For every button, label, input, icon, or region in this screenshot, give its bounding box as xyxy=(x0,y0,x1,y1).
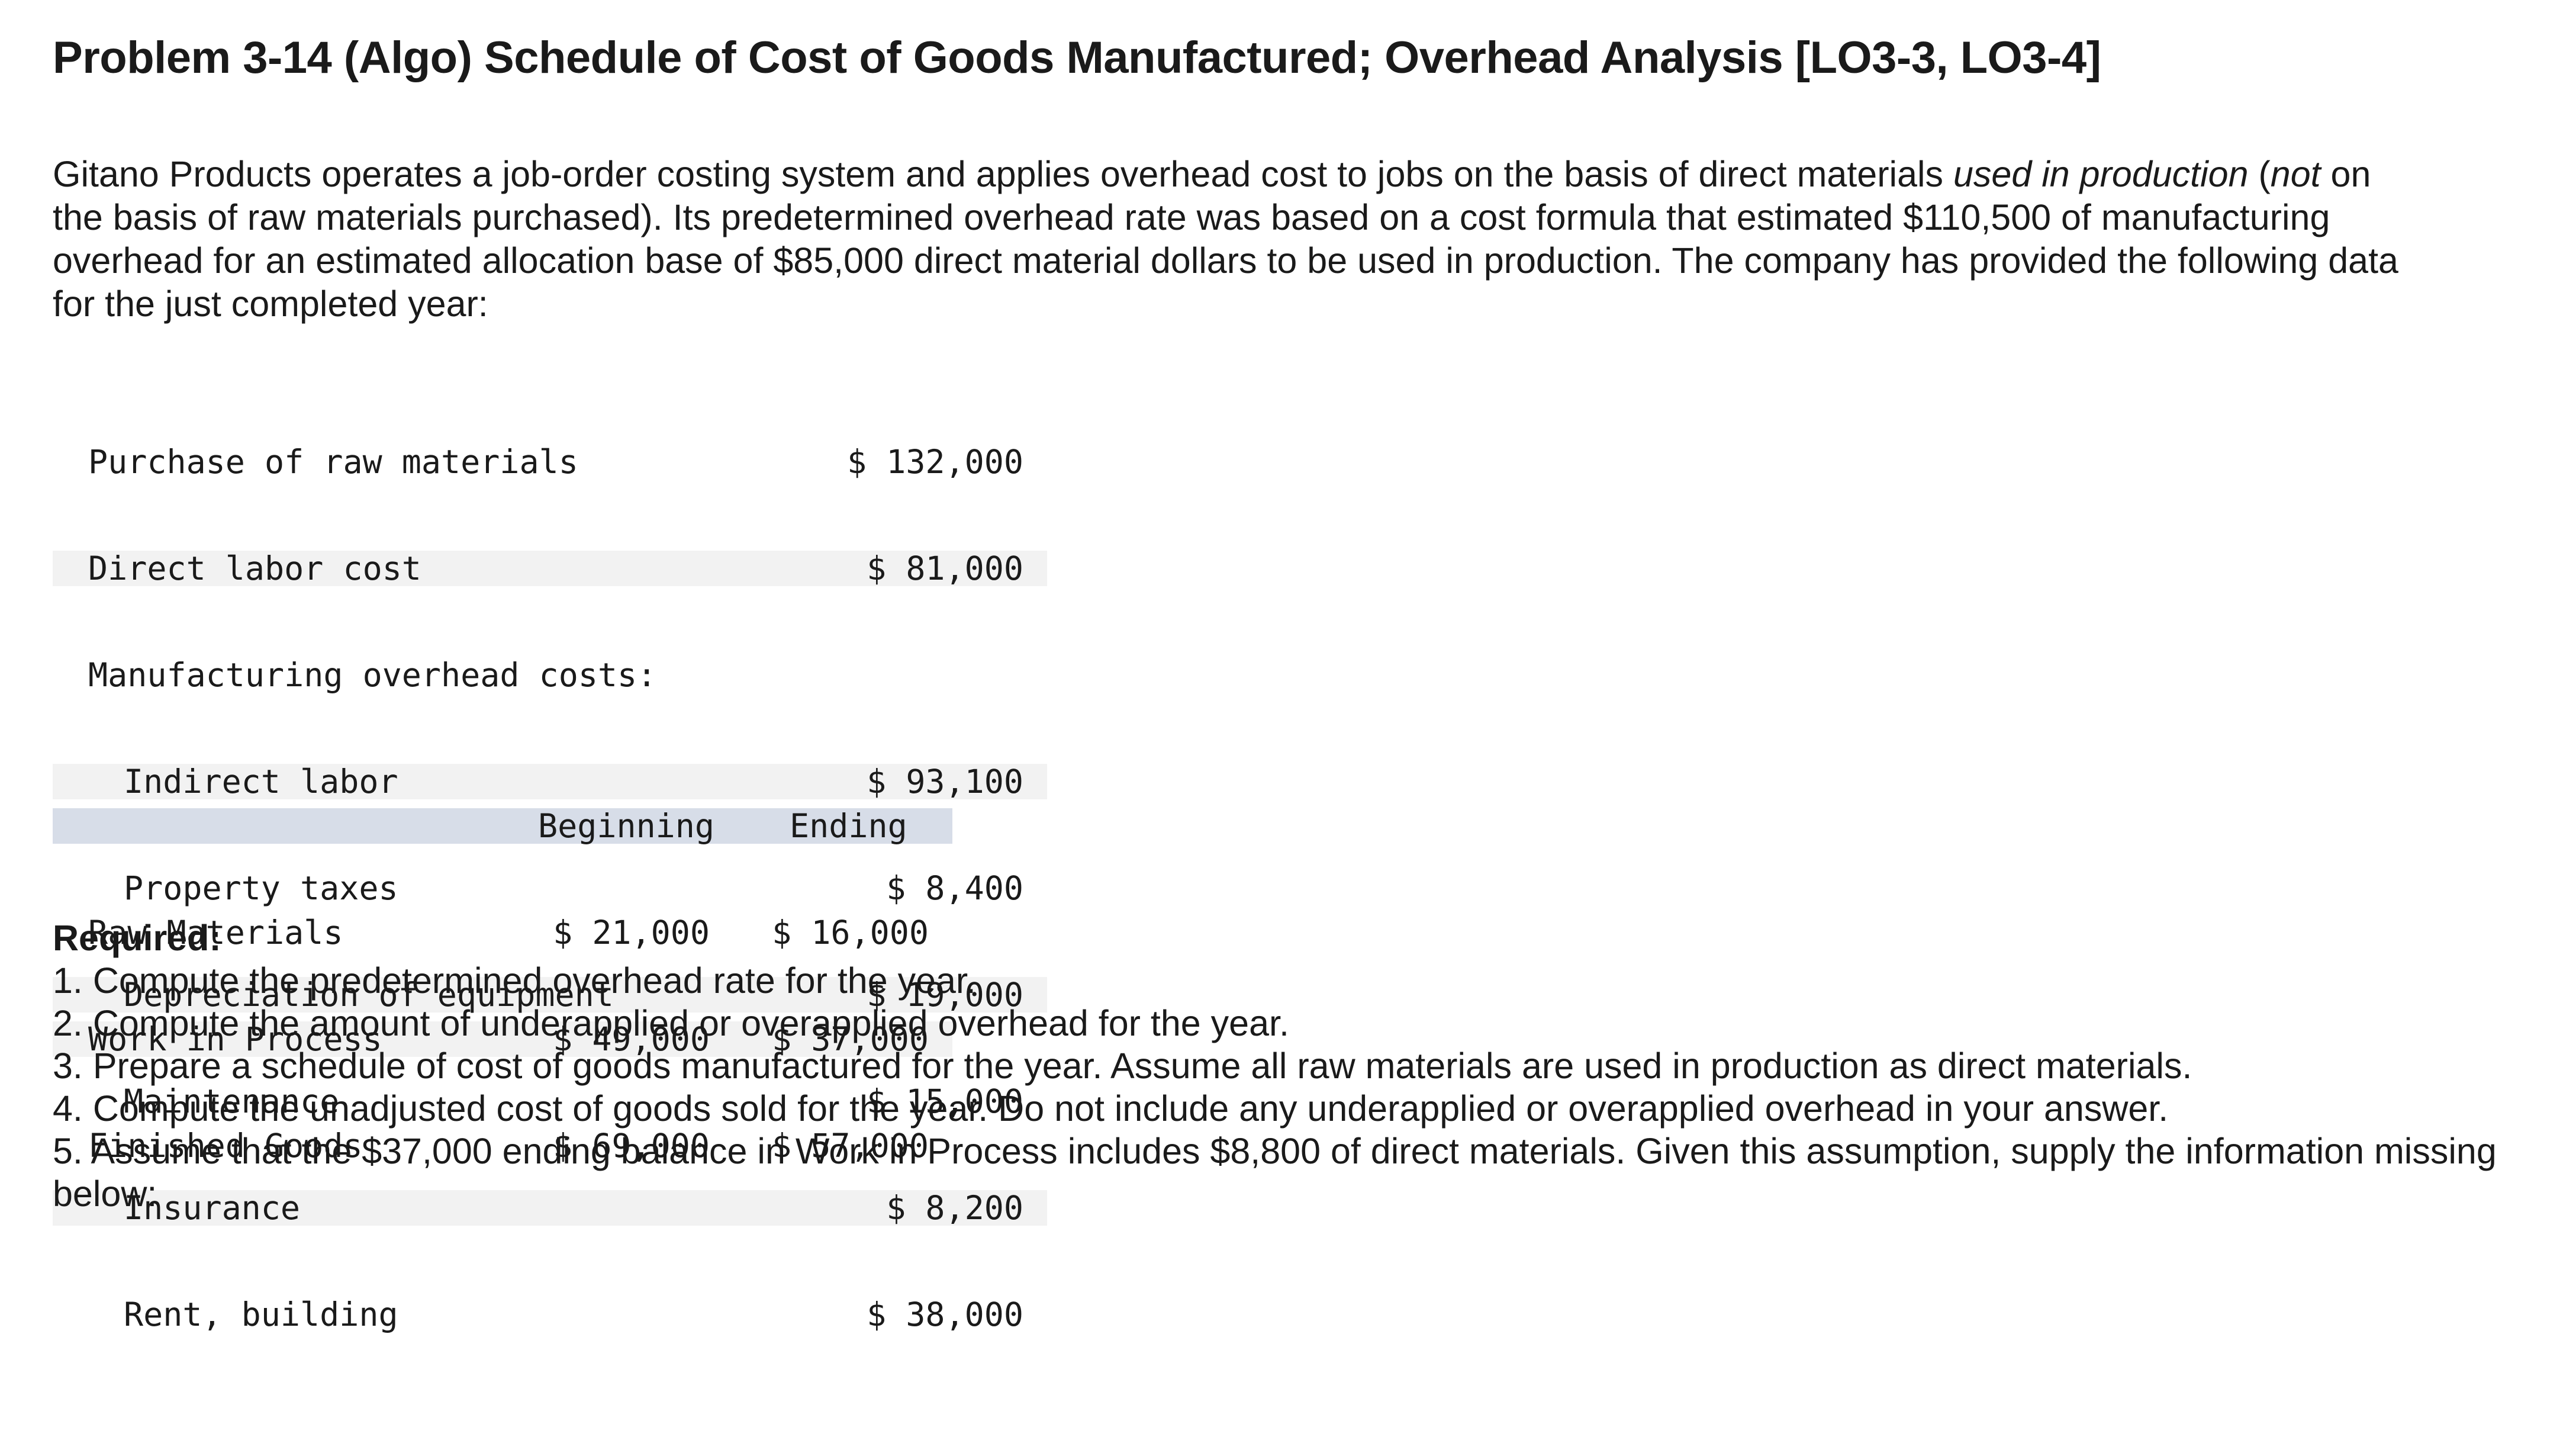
required-item-1: 1. Compute the predetermined overhead ra… xyxy=(53,960,976,1001)
ending-value: $ 16,000 xyxy=(772,914,929,952)
intro-text-1: Gitano Products operates a job-order cos… xyxy=(53,154,1953,194)
problem-description: Gitano Products operates a job-order cos… xyxy=(53,153,2420,326)
table-row: Depreciation of equipment $ 19,000 xyxy=(53,977,1047,1012)
table-row: Indirect labor $ 93,100 xyxy=(53,764,1047,799)
table-header-row: Beginning Ending xyxy=(53,808,952,844)
required-heading: Required: xyxy=(53,918,221,958)
row-label: Purchase of raw materials xyxy=(88,443,578,481)
table-row: Property taxes $ 8,400 xyxy=(53,870,1047,906)
row-value: $ 81,000 xyxy=(867,549,1023,587)
row-value: $ 93,100 xyxy=(867,763,1023,801)
column-header-beginning: Beginning xyxy=(538,807,715,845)
intro-italic-used-in-production: used in production xyxy=(1953,154,2249,194)
row-label: Direct labor cost xyxy=(88,549,421,587)
table-row: Raw Materials $ 21,000 $ 16,000 xyxy=(53,915,952,950)
ending-value: $ 37,000 xyxy=(772,1020,929,1058)
table-row: Purchase of raw materials $ 132,000 xyxy=(53,444,1047,480)
overhead-heading: Manufacturing overhead costs: xyxy=(88,656,657,694)
table-row: Manufacturing overhead costs: xyxy=(53,657,1047,693)
problem-title: Problem 3-14 (Algo) Schedule of Cost of … xyxy=(53,33,2101,83)
row-label: Raw Materials xyxy=(88,914,343,952)
beginning-value: $ 69,000 xyxy=(553,1127,710,1165)
row-value: $ 8,400 xyxy=(886,869,1023,907)
table-row: Work in Process $ 49,000 $ 37,000 xyxy=(53,1021,952,1057)
required-section: Required: 1. Compute the predetermined o… xyxy=(53,917,2509,1215)
required-item-5: 5. Assume that the $37,000 ending balanc… xyxy=(53,1131,2497,1214)
row-label: Indirect labor xyxy=(124,763,398,801)
row-value: $ 38,000 xyxy=(867,1296,1023,1333)
row-label: Property taxes xyxy=(124,869,398,907)
row-value: $ 132,000 xyxy=(846,443,1023,481)
required-item-2: 2. Compute the amount of underapplied or… xyxy=(53,1003,1289,1043)
table-row: Rent, building $ 38,000 xyxy=(53,1297,1047,1332)
row-label: Work in Process xyxy=(88,1020,382,1058)
intro-italic-not: not xyxy=(2270,154,2321,194)
intro-text-2: ( xyxy=(2248,154,2271,194)
table-row: Direct labor cost $ 81,000 xyxy=(53,551,1047,586)
table-row: Insurance $ 8,200 xyxy=(53,1190,1047,1226)
row-value: $ 19,000 xyxy=(867,976,1023,1014)
beginning-value: $ 49,000 xyxy=(553,1020,710,1058)
table-row: Finished Goods $ 69,000 $ 57,000 xyxy=(53,1128,952,1163)
row-label: Rent, building xyxy=(124,1296,398,1333)
column-header-ending: Ending xyxy=(790,807,907,845)
ending-value: $ 57,000 xyxy=(772,1127,929,1165)
required-item-4: 4. Compute the unadjusted cost of goods … xyxy=(53,1088,2169,1129)
row-label: Finished Goods xyxy=(88,1127,363,1165)
intro-text-3: on the basis of raw materials purchased)… xyxy=(53,154,2398,324)
row-label: Maintenance xyxy=(124,1082,340,1120)
row-label: Insurance xyxy=(124,1189,301,1227)
row-value: $ 8,200 xyxy=(886,1189,1023,1227)
row-value: $ 15,000 xyxy=(867,1082,1023,1120)
row-label: Depreciation of equipment xyxy=(124,976,614,1014)
required-item-3: 3. Prepare a schedule of cost of goods m… xyxy=(53,1046,2192,1086)
inventory-table: Beginning Ending Raw Materials $ 21,000 … xyxy=(53,737,952,1199)
beginning-value: $ 21,000 xyxy=(553,914,710,952)
table-row: Maintenance $ 15,000 xyxy=(53,1084,1047,1119)
